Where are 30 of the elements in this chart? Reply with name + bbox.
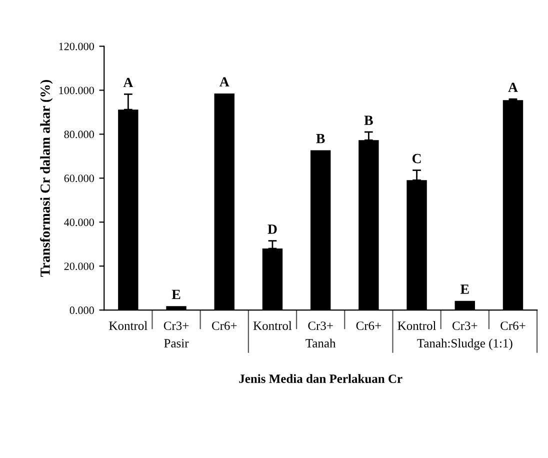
data-label: E (172, 290, 180, 299)
x-tick-label: Cr3+ (452, 322, 478, 330)
data-label: D (268, 224, 277, 234)
text: Tanah (306, 338, 336, 348)
x-tick-label: Cr3+ (164, 322, 189, 330)
data-label: B (316, 134, 325, 144)
text: Tanah:Sludge (1:1) (417, 338, 512, 350)
data-label: B (364, 116, 373, 125)
x-tick-label: Cr3+ (308, 322, 333, 330)
data-label: E (460, 284, 469, 294)
x-tick-label: Cr6+ (212, 322, 237, 330)
x-tick-label: Kontrol (109, 321, 148, 330)
data-label: C (412, 154, 421, 164)
data-label: A (123, 78, 134, 88)
x-tick-label: Kontrol (398, 321, 436, 330)
y-tick-label: 80.000 (64, 130, 94, 138)
y-tick-label: 20.000 (64, 262, 94, 270)
data-label: A (508, 82, 518, 92)
y-tick-label: 40.000 (64, 218, 94, 226)
data-label: A (219, 77, 230, 86)
x-tick-label: Cr6+ (500, 322, 526, 330)
y-tick-label: 120.000 (59, 42, 94, 50)
y-tick-label: 60.000 (64, 174, 94, 182)
y-tick-label: 100.000 (59, 86, 94, 94)
x-tick-label: Kontrol (253, 321, 292, 330)
x-tick-label: Cr6+ (356, 322, 381, 330)
y-axis-title: Transformasi Cr dalam akar (%) (40, 80, 53, 277)
text: Pasir (164, 339, 189, 348)
y-tick-label: 0.000 (70, 306, 94, 314)
x-axis-title: Jenis Media dan Perlakuan Cr (239, 374, 402, 384)
